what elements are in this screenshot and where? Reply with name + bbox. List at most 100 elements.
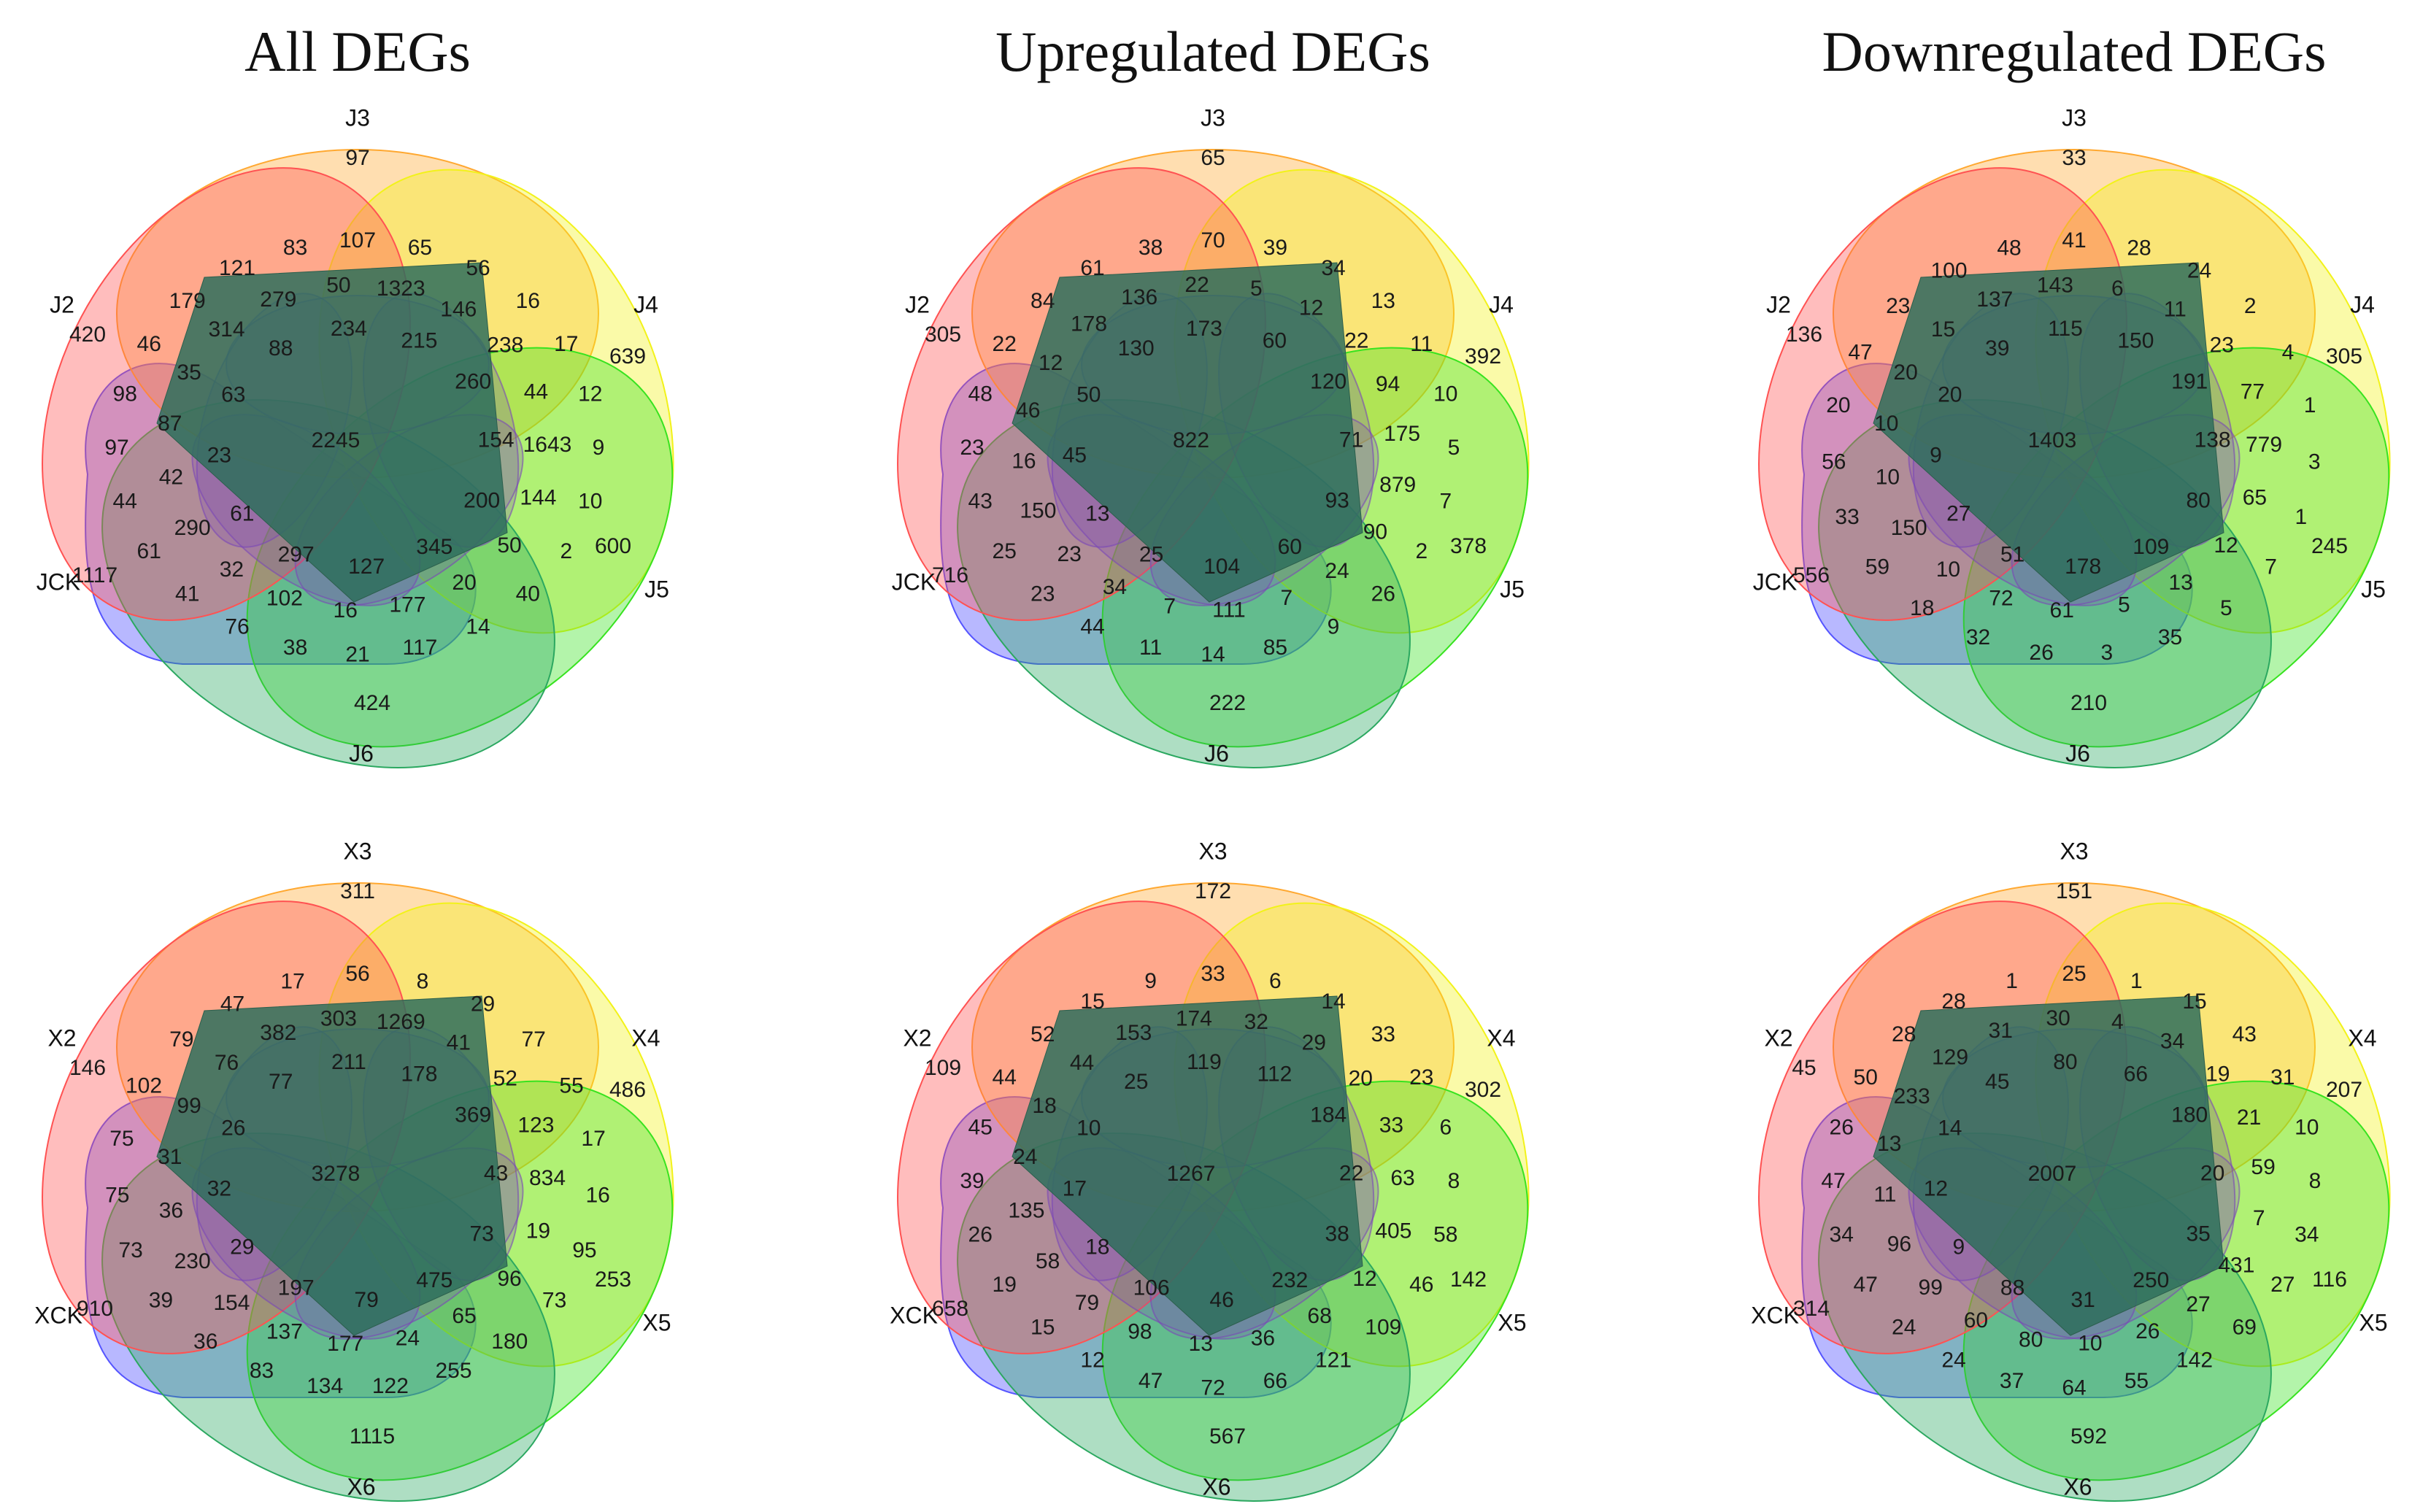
intersection-count: 46: [1016, 398, 1040, 423]
set-label-s2: X2: [1764, 1025, 1792, 1051]
core-intersection-shape: [1012, 995, 1363, 1336]
intersection-count: 41: [2062, 228, 2086, 252]
intersection-count: 154: [478, 428, 515, 452]
panel-all-j: All DEGs J3J4J5J6JCKJ2976396004241117420…: [36, 20, 674, 768]
intersection-count: 25: [1124, 1070, 1148, 1094]
intersection-count: 50: [1076, 382, 1101, 406]
intersection-count: 20: [452, 571, 476, 595]
set-label-s5: X5: [2359, 1309, 2387, 1335]
intersection-count: 61: [230, 501, 254, 525]
intersection-count: 2: [2244, 294, 2257, 318]
unique-count: 253: [595, 1268, 631, 1292]
intersection-count: 46: [1409, 1273, 1433, 1297]
intersection-count: 56: [1822, 450, 1846, 474]
intersection-count: 17: [581, 1127, 605, 1151]
core-intersection-shape: [1873, 995, 2224, 1336]
intersection-count: 96: [497, 1267, 521, 1291]
intersection-count: 15: [1030, 1316, 1055, 1340]
intersection-count: 9: [1930, 443, 1942, 467]
intersection-count: 19: [526, 1219, 550, 1243]
intersection-count: 24: [1325, 559, 1349, 583]
intersection-count: 31: [2270, 1065, 2295, 1089]
intersection-count: 88: [2000, 1276, 2024, 1300]
intersection-count: 123: [517, 1114, 554, 1138]
intersection-count: 12: [1080, 1349, 1104, 1373]
intersection-count: 97: [104, 436, 128, 460]
intersection-count: 10: [1876, 466, 1900, 490]
intersection-count: 21: [2237, 1106, 2261, 1130]
intersection-count: 10: [2295, 1115, 2319, 1139]
intersection-count: 211: [331, 1050, 366, 1074]
unique-count: 222: [1209, 691, 1246, 715]
intersection-count: 61: [1080, 256, 1104, 280]
panel-down-j: Downregulated DEGs J3J4J5J6JCKJ233305245…: [1753, 20, 2391, 768]
intersection-count: 73: [542, 1289, 566, 1313]
intersection-count: 10: [1874, 412, 1898, 436]
intersection-count: 45: [1985, 1070, 2009, 1094]
core-count: 3278: [312, 1162, 361, 1186]
unique-count: 658: [932, 1297, 968, 1321]
intersection-count: 39: [960, 1169, 984, 1193]
unique-count: 424: [354, 691, 390, 715]
unique-count: 592: [2070, 1424, 2107, 1449]
intersection-count: 60: [1278, 535, 1302, 559]
intersection-count: 7: [1439, 489, 1452, 513]
intersection-count: 13: [1877, 1132, 1901, 1156]
intersection-count: 24: [1892, 1316, 1916, 1340]
core-count: 822: [1173, 428, 1209, 452]
intersection-count: 34: [2160, 1030, 2184, 1054]
intersection-count: 26: [1830, 1115, 1854, 1139]
core-intersection-shape: [156, 995, 508, 1336]
unique-count: 420: [69, 323, 106, 347]
intersection-count: 6: [2111, 277, 2124, 301]
intersection-count: 143: [2037, 273, 2073, 297]
unique-count: 136: [1786, 323, 1822, 347]
intersection-count: 20: [2200, 1162, 2224, 1186]
intersection-count: 38: [1139, 236, 1163, 260]
intersection-count: 11: [1139, 636, 1162, 660]
intersection-count: 290: [174, 516, 211, 540]
intersection-count: 20: [1349, 1066, 1373, 1090]
intersection-count: 48: [1997, 236, 2021, 261]
unique-count: 305: [925, 323, 961, 347]
intersection-count: 146: [440, 298, 477, 322]
intersection-count: 1269: [377, 1010, 425, 1034]
set-label-s2: J2: [50, 291, 74, 317]
intersection-count: 35: [2187, 1222, 2211, 1246]
intersection-count: 30: [2046, 1006, 2070, 1030]
intersection-count: 10: [1936, 558, 1960, 582]
intersection-count: 26: [2029, 641, 2053, 665]
intersection-count: 7: [2253, 1206, 2265, 1230]
intersection-count: 22: [1184, 273, 1209, 297]
intersection-count: 33: [1201, 962, 1225, 986]
unique-count: 314: [1793, 1297, 1830, 1321]
unique-count: 716: [932, 563, 968, 587]
set-label-s6: J6: [349, 740, 374, 766]
intersection-count: 21: [345, 643, 369, 667]
unique-count: 910: [77, 1297, 113, 1321]
intersection-count: 1: [2006, 969, 2018, 993]
intersection-count: 33: [1835, 505, 1859, 529]
intersection-count: 117: [402, 636, 437, 660]
intersection-count: 50: [1854, 1065, 1878, 1089]
set-label-s3: J3: [1201, 104, 1225, 131]
intersection-count: 369: [455, 1103, 491, 1127]
intersection-count: 12: [578, 382, 602, 406]
intersection-count: 12: [1299, 296, 1323, 320]
intersection-count: 41: [447, 1031, 471, 1055]
intersection-count: 80: [2187, 488, 2211, 512]
unique-count: 65: [1201, 146, 1225, 170]
intersection-count: 137: [266, 1319, 303, 1343]
core-intersection-shape: [156, 262, 508, 603]
intersection-count: 39: [149, 1289, 173, 1313]
intersection-count: 100: [1930, 258, 1967, 282]
unique-count: 1115: [350, 1424, 395, 1449]
intersection-count: 12: [1924, 1176, 1948, 1200]
intersection-count: 142: [2176, 1349, 2213, 1373]
intersection-count: 58: [1433, 1222, 1457, 1246]
set-label-sCK: XCK: [34, 1302, 82, 1328]
intersection-count: 15: [1931, 317, 1955, 342]
intersection-count: 58: [1036, 1249, 1060, 1273]
intersection-count: 23: [1886, 294, 1910, 318]
intersection-count: 34: [1321, 256, 1345, 280]
